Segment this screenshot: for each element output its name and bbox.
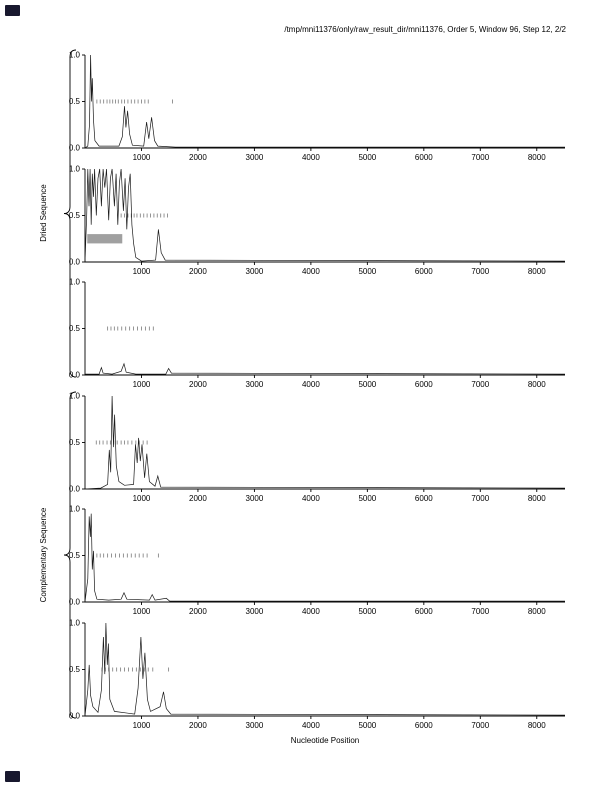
group-label-dried-sequence: Dried Sequence — [39, 184, 48, 242]
x-tick-label: 7000 — [471, 721, 489, 730]
panel-dried-panel-3: 0.0 0.5 1.0 1000 2000 3000 4000 5000 6000 7000 800… — [69, 278, 566, 389]
panel-complementary-panel-1: 0.0 0.5 1.0 1000 2000 3000 4000 5000 6000 7000 800… — [69, 392, 566, 503]
y-tick-label: 0.5 — [69, 665, 81, 674]
y-tick-label: 0.5 — [69, 211, 81, 220]
x-tick-label: 3000 — [246, 494, 264, 503]
x-tick-label: 4000 — [302, 267, 320, 276]
score-line — [84, 54, 565, 149]
x-tick-label: 4000 — [302, 721, 320, 730]
x-tick-label: 5000 — [358, 721, 376, 730]
y-tick-label: 0.0 — [69, 485, 81, 494]
y-tick-label: 1.0 — [69, 278, 81, 287]
x-tick-label: 2000 — [189, 380, 207, 389]
page-marker-icon-bottom — [5, 771, 20, 782]
score-line — [84, 168, 566, 263]
x-tick-label: 8000 — [528, 494, 546, 503]
y-tick-label: 1.0 — [69, 51, 81, 60]
panel-axes — [84, 55, 565, 149]
x-tick-label: 8000 — [528, 267, 546, 276]
y-tick-label: 0.0 — [69, 712, 81, 721]
y-tick-label: 1.0 — [69, 619, 81, 628]
x-tick-label: 7000 — [471, 153, 489, 162]
panel-dried-panel-1: 0.0 0.5 1.0 1000 2000 3000 4000 5000 6000 7000 800… — [69, 51, 565, 162]
x-tick-label: 2000 — [189, 267, 207, 276]
score-line — [84, 513, 565, 603]
panel-axes — [84, 282, 565, 376]
y-tick-label: 0.0 — [69, 371, 81, 380]
x-tick-label: 3000 — [246, 607, 264, 616]
panel-complementary-panel-2: 0.0 0.5 1.0 1000 2000 3000 4000 5000 6000 7000 800… — [69, 505, 565, 616]
highlight-band — [87, 234, 123, 244]
x-tick-label: 4000 — [302, 494, 320, 503]
x-tick-label: 5000 — [358, 153, 376, 162]
panel-dried-panel-2: 0.0 0.5 1.0 1000 2000 3000 4000 5000 6000 7000 800… — [69, 165, 566, 276]
x-tick-label: 1000 — [133, 153, 151, 162]
group-label-complementary-sequence: Complementary Sequence — [39, 507, 48, 602]
y-tick-label: 0.0 — [69, 258, 81, 267]
x-tick-label: 6000 — [415, 494, 433, 503]
x-tick-label: 5000 — [358, 380, 376, 389]
y-tick-label: 0.5 — [69, 438, 81, 447]
x-tick-label: 7000 — [471, 494, 489, 503]
x-tick-label: 3000 — [246, 380, 264, 389]
x-tick-label: 3000 — [246, 721, 264, 730]
x-tick-label: 5000 — [358, 267, 376, 276]
y-tick-label: 0.0 — [69, 598, 81, 607]
x-tick-label: 6000 — [415, 721, 433, 730]
x-tick-label: 2000 — [189, 721, 207, 730]
plot-title: /tmp/mni11376/only/raw_result_dir/mni113… — [284, 25, 566, 34]
score-line — [85, 362, 566, 375]
panel-axes — [84, 623, 565, 717]
x-tick-label: 5000 — [358, 607, 376, 616]
x-tick-label: 1000 — [133, 721, 151, 730]
x-axis-label: Nucleotide Position — [290, 736, 360, 745]
y-tick-label: 0.5 — [69, 551, 81, 560]
x-tick-label: 1000 — [133, 494, 151, 503]
x-tick-label: 4000 — [302, 380, 320, 389]
y-tick-label: 1.0 — [69, 165, 81, 174]
y-tick-label: 0.5 — [69, 324, 81, 333]
x-tick-label: 4000 — [302, 607, 320, 616]
x-tick-label: 5000 — [358, 494, 376, 503]
x-tick-label: 6000 — [415, 607, 433, 616]
x-tick-label: 7000 — [471, 607, 489, 616]
y-tick-label: 0.0 — [69, 144, 81, 153]
x-tick-label: 7000 — [471, 267, 489, 276]
y-tick-label: 1.0 — [69, 392, 81, 401]
x-tick-label: 2000 — [189, 153, 207, 162]
x-tick-label: 2000 — [189, 494, 207, 503]
x-tick-label: 8000 — [528, 380, 546, 389]
x-tick-label: 3000 — [246, 153, 264, 162]
x-tick-label: 7000 — [471, 380, 489, 389]
y-tick-label: 1.0 — [69, 505, 81, 514]
panel-axes — [84, 396, 565, 490]
complementary-group-brace — [63, 391, 77, 719]
x-tick-label: 1000 — [133, 267, 151, 276]
x-tick-label: 1000 — [133, 380, 151, 389]
x-tick-label: 8000 — [528, 607, 546, 616]
x-tick-label: 6000 — [415, 267, 433, 276]
dried-group-brace — [63, 49, 77, 378]
x-tick-label: 6000 — [415, 380, 433, 389]
x-tick-label: 6000 — [415, 153, 433, 162]
x-tick-label: 8000 — [528, 153, 546, 162]
x-tick-label: 3000 — [246, 267, 264, 276]
panel-axes — [84, 509, 565, 603]
x-tick-label: 8000 — [528, 721, 546, 730]
x-tick-label: 1000 — [133, 607, 151, 616]
page-marker-icon-top — [5, 5, 20, 16]
score-line — [84, 395, 566, 490]
panel-complementary-panel-3: 0.0 0.5 1.0 1000 2000 3000 4000 5000 6000 7000 800… — [69, 619, 566, 730]
x-tick-label: 2000 — [189, 607, 207, 616]
y-tick-label: 0.5 — [69, 97, 81, 106]
score-line — [84, 622, 566, 717]
x-tick-label: 4000 — [302, 153, 320, 162]
